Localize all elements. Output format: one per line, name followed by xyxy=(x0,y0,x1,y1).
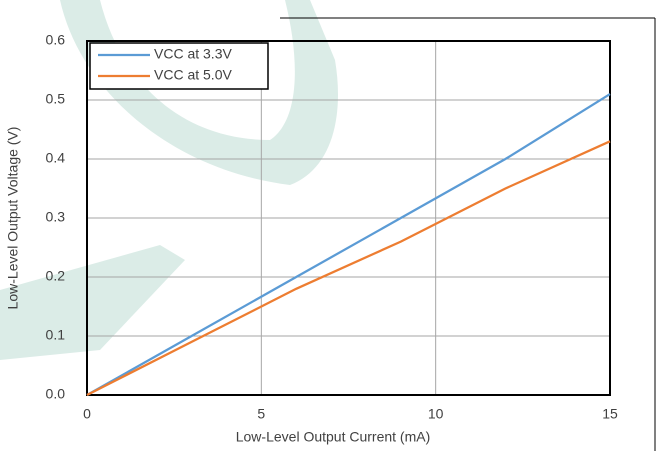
y-tick-label: 0.3 xyxy=(46,209,66,225)
y-tick-label: 0.5 xyxy=(46,91,66,107)
x-tick-label: 5 xyxy=(257,406,265,422)
series-line xyxy=(86,140,611,397)
x-tick-label: 15 xyxy=(602,406,618,422)
x-tick-label: 10 xyxy=(428,406,444,422)
legend-label: VCC at 3.3V xyxy=(154,46,232,62)
y-tick-label: 0.1 xyxy=(46,327,66,343)
legend-box xyxy=(89,42,269,90)
x-axis-label: Low-Level Output Current (mA) xyxy=(236,429,431,445)
y-tick-label: 0.4 xyxy=(46,150,66,166)
y-tick-label: 0.6 xyxy=(46,32,66,48)
series-line xyxy=(86,93,611,396)
y-tick-label: 0.0 xyxy=(46,386,66,402)
y-axis-label: Low-Level Output Voltage (V) xyxy=(5,127,21,310)
x-tick-label: 0 xyxy=(83,406,91,422)
legend-label: VCC at 5.0V xyxy=(154,67,232,83)
plot-border xyxy=(86,40,611,396)
y-tick-label: 0.2 xyxy=(46,268,66,284)
